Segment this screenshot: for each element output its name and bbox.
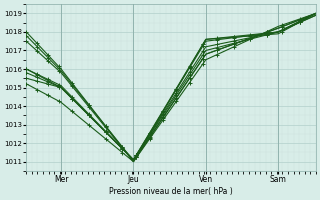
X-axis label: Pression niveau de la mer( hPa ): Pression niveau de la mer( hPa ) <box>109 187 233 196</box>
